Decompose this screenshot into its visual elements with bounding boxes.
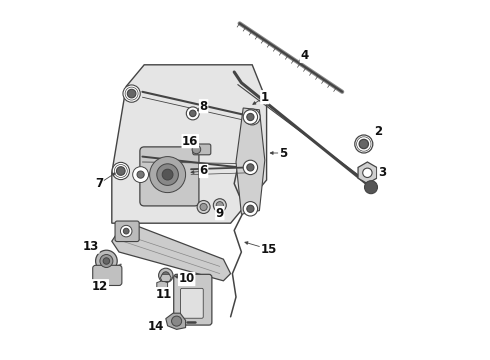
Circle shape xyxy=(213,199,226,212)
Circle shape xyxy=(243,160,258,175)
Circle shape xyxy=(245,109,260,125)
Text: 2: 2 xyxy=(374,125,382,138)
Circle shape xyxy=(200,203,207,211)
Text: 11: 11 xyxy=(156,288,172,301)
Text: 1: 1 xyxy=(261,91,269,104)
Circle shape xyxy=(162,169,173,180)
Circle shape xyxy=(243,202,258,216)
Text: 5: 5 xyxy=(279,147,287,159)
Polygon shape xyxy=(236,108,265,214)
Circle shape xyxy=(197,201,210,213)
Circle shape xyxy=(123,85,140,102)
Text: 9: 9 xyxy=(216,207,224,220)
Circle shape xyxy=(355,135,373,153)
Circle shape xyxy=(247,164,254,171)
FancyBboxPatch shape xyxy=(174,274,212,325)
Circle shape xyxy=(149,157,186,193)
Circle shape xyxy=(365,181,377,194)
Circle shape xyxy=(123,228,129,234)
Circle shape xyxy=(133,167,148,183)
Circle shape xyxy=(243,110,258,124)
Circle shape xyxy=(247,113,254,121)
Polygon shape xyxy=(166,313,186,329)
Text: 7: 7 xyxy=(95,177,103,190)
Polygon shape xyxy=(160,274,171,282)
Polygon shape xyxy=(157,281,168,288)
Text: 15: 15 xyxy=(260,243,276,256)
Circle shape xyxy=(216,202,223,209)
Polygon shape xyxy=(358,162,377,184)
Circle shape xyxy=(359,139,368,149)
FancyBboxPatch shape xyxy=(140,147,199,206)
Circle shape xyxy=(100,255,113,267)
Circle shape xyxy=(247,205,254,212)
Circle shape xyxy=(186,107,199,120)
Circle shape xyxy=(192,145,201,154)
Circle shape xyxy=(103,258,110,264)
Circle shape xyxy=(96,250,117,272)
Circle shape xyxy=(137,171,144,178)
Text: 12: 12 xyxy=(92,280,108,293)
Circle shape xyxy=(127,89,136,98)
Circle shape xyxy=(248,113,256,121)
Text: 14: 14 xyxy=(147,320,164,333)
Text: 6: 6 xyxy=(199,165,208,177)
Text: 10: 10 xyxy=(178,273,195,285)
Circle shape xyxy=(162,272,170,279)
Text: 4: 4 xyxy=(300,49,309,62)
Polygon shape xyxy=(112,65,267,223)
FancyBboxPatch shape xyxy=(180,288,203,318)
Text: 16: 16 xyxy=(182,135,198,148)
Polygon shape xyxy=(112,223,231,281)
Circle shape xyxy=(190,110,196,117)
Text: 3: 3 xyxy=(378,166,386,179)
Circle shape xyxy=(172,316,182,326)
Text: 13: 13 xyxy=(83,240,99,253)
Circle shape xyxy=(363,168,372,177)
Circle shape xyxy=(117,167,125,175)
FancyBboxPatch shape xyxy=(115,221,139,242)
FancyBboxPatch shape xyxy=(193,144,211,155)
Text: 8: 8 xyxy=(199,100,208,113)
Circle shape xyxy=(157,164,178,185)
Circle shape xyxy=(112,162,129,180)
Circle shape xyxy=(159,268,173,283)
FancyBboxPatch shape xyxy=(93,265,122,285)
Circle shape xyxy=(121,225,132,237)
